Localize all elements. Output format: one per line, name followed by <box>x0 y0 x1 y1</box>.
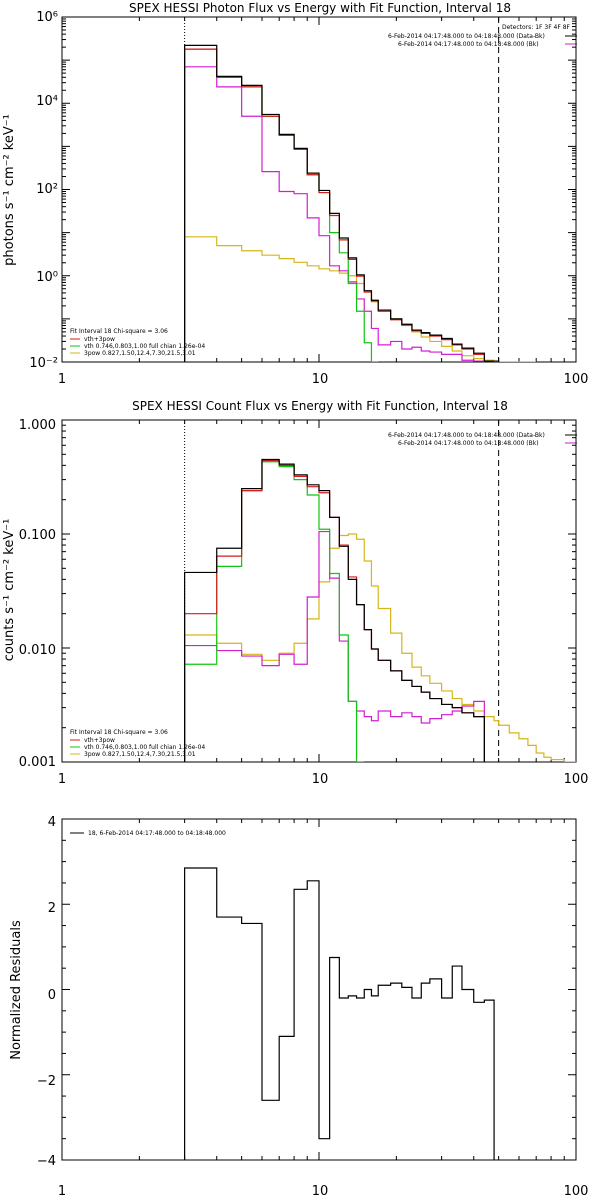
chart-title: SPEX HESSI Photon Flux vs Energy with Fi… <box>129 1 511 15</box>
x-tick-labels: 1 10 100 <box>58 772 589 787</box>
y-tick-label: 0.100 <box>19 528 56 543</box>
legend-total-label: vth+3pow <box>84 336 115 343</box>
y-tick-label: 1.000 <box>19 418 56 433</box>
series-red-line <box>184 460 485 762</box>
y-tick-label: 10⁻² <box>29 356 58 371</box>
series-black-line <box>184 44 500 362</box>
y-axis-label: Normalized Residuals <box>9 920 24 1060</box>
y-tick-label: −2 <box>37 1074 56 1089</box>
series-green-line <box>184 461 365 762</box>
x-tick-labels: 1 10 100 <box>58 372 589 387</box>
y-tick-label: −4 <box>37 1154 56 1169</box>
y-tick-labels: 4 2 0 −2 −4 <box>37 815 56 1169</box>
x-tick-label: 100 <box>564 372 589 387</box>
y-tick-label: 10⁶ <box>36 10 58 25</box>
legend-top: 18, 6-Feb-2014 04:17:48.000 to 04:18:48.… <box>70 830 226 837</box>
y-tick-label: 2 <box>48 901 56 916</box>
series-magenta-line <box>184 66 485 362</box>
y-tick-label: 0.010 <box>19 643 56 658</box>
y-tick-label: 0.001 <box>19 755 56 770</box>
series-black-line <box>184 867 495 1160</box>
legend-top: 6-Feb-2014 04:17:48.000 to 04:18:48.000 … <box>388 432 577 447</box>
x-tick-labels: 1 10 100 <box>58 1184 589 1199</box>
x-tick-label: 100 <box>564 1184 589 1199</box>
legend-top: Detectors: 1F 3F 4F 8F 6-Feb-2014 04:17:… <box>388 24 577 48</box>
y-tick-labels: 1.000 0.100 0.010 0.001 <box>19 418 56 770</box>
legend-bottom: Fit Interval 18 Chi-square = 3.06 vth+3p… <box>70 729 205 758</box>
series-green-line <box>184 48 379 362</box>
legend-bk-entry: 6-Feb-2014 04:17:48.000 to 04:18:48.000 … <box>398 41 539 48</box>
y-tick-label: 4 <box>48 815 56 830</box>
residuals-panel: Normalized Residuals 4 2 0 −2 −4 1 10 10… <box>9 815 588 1199</box>
series-red-line <box>184 48 500 362</box>
y-tick-label: 0 <box>48 988 56 1003</box>
legend-fit-header: Fit Interval 18 Chi-square = 3.06 <box>70 328 168 335</box>
x-tick-label: 10 <box>312 1184 329 1199</box>
y-tick-label: 10⁰ <box>36 270 58 285</box>
series-magenta-line <box>184 530 485 762</box>
legend-fit-header: Fit Interval 18 Chi-square = 3.06 <box>70 729 168 736</box>
series-yellow-line <box>184 533 576 762</box>
x-tick-label: 10 <box>312 372 329 387</box>
legend-bottom: Fit Interval 18 Chi-square = 3.06 vth+3p… <box>70 328 205 357</box>
legend-3pow-label: 3pow 0.827,1.50,12.4,7.30,21.5,3.01 <box>84 751 196 758</box>
legend-3pow-label: 3pow 0.827,1.50,12.4,7.30,21.5,3.01 <box>84 350 196 357</box>
y-axis-label: counts s⁻¹ cm⁻² keV⁻¹ <box>2 519 17 662</box>
photon-flux-panel: SPEX HESSI Photon Flux vs Energy with Fi… <box>2 1 588 387</box>
legend-vth-label: vth 0.746,0.803,1.00 full chian 1.26e-04 <box>84 744 205 751</box>
legend-total-label: vth+3pow <box>84 737 115 744</box>
chart-title: SPEX HESSI Count Flux vs Energy with Fit… <box>132 399 508 413</box>
x-tick-label: 1 <box>58 772 66 787</box>
y-tick-label: 10² <box>36 182 58 197</box>
legend-residual-entry: 18, 6-Feb-2014 04:17:48.000 to 04:18:48.… <box>88 830 226 837</box>
x-tick-label: 1 <box>58 372 66 387</box>
series-black-line <box>184 458 485 762</box>
count-flux-panel: SPEX HESSI Count Flux vs Energy with Fit… <box>2 399 588 787</box>
x-tick-label: 10 <box>312 772 329 787</box>
x-tick-label: 100 <box>564 772 589 787</box>
legend-data-entry: 6-Feb-2014 04:17:48.000 to 04:18:48.000 … <box>388 33 545 40</box>
legend-bk-entry: 6-Feb-2014 04:17:48.000 to 04:18:48.000 … <box>398 440 539 447</box>
legend-vth-label: vth 0.746,0.803,1.00 full chian 1.26e-04 <box>84 343 205 350</box>
y-axis-label: photons s⁻¹ cm⁻² keV⁻¹ <box>2 114 17 266</box>
y-tick-labels: 10⁶ 10⁴ 10² 10⁰ 10⁻² <box>29 10 58 371</box>
y-tick-label: 10⁴ <box>36 94 58 109</box>
legend-data-entry: 6-Feb-2014 04:17:48.000 to 04:18:48.000 … <box>388 432 545 439</box>
x-tick-label: 1 <box>58 1184 66 1199</box>
legend-detectors: Detectors: 1F 3F 4F 8F <box>502 24 571 31</box>
